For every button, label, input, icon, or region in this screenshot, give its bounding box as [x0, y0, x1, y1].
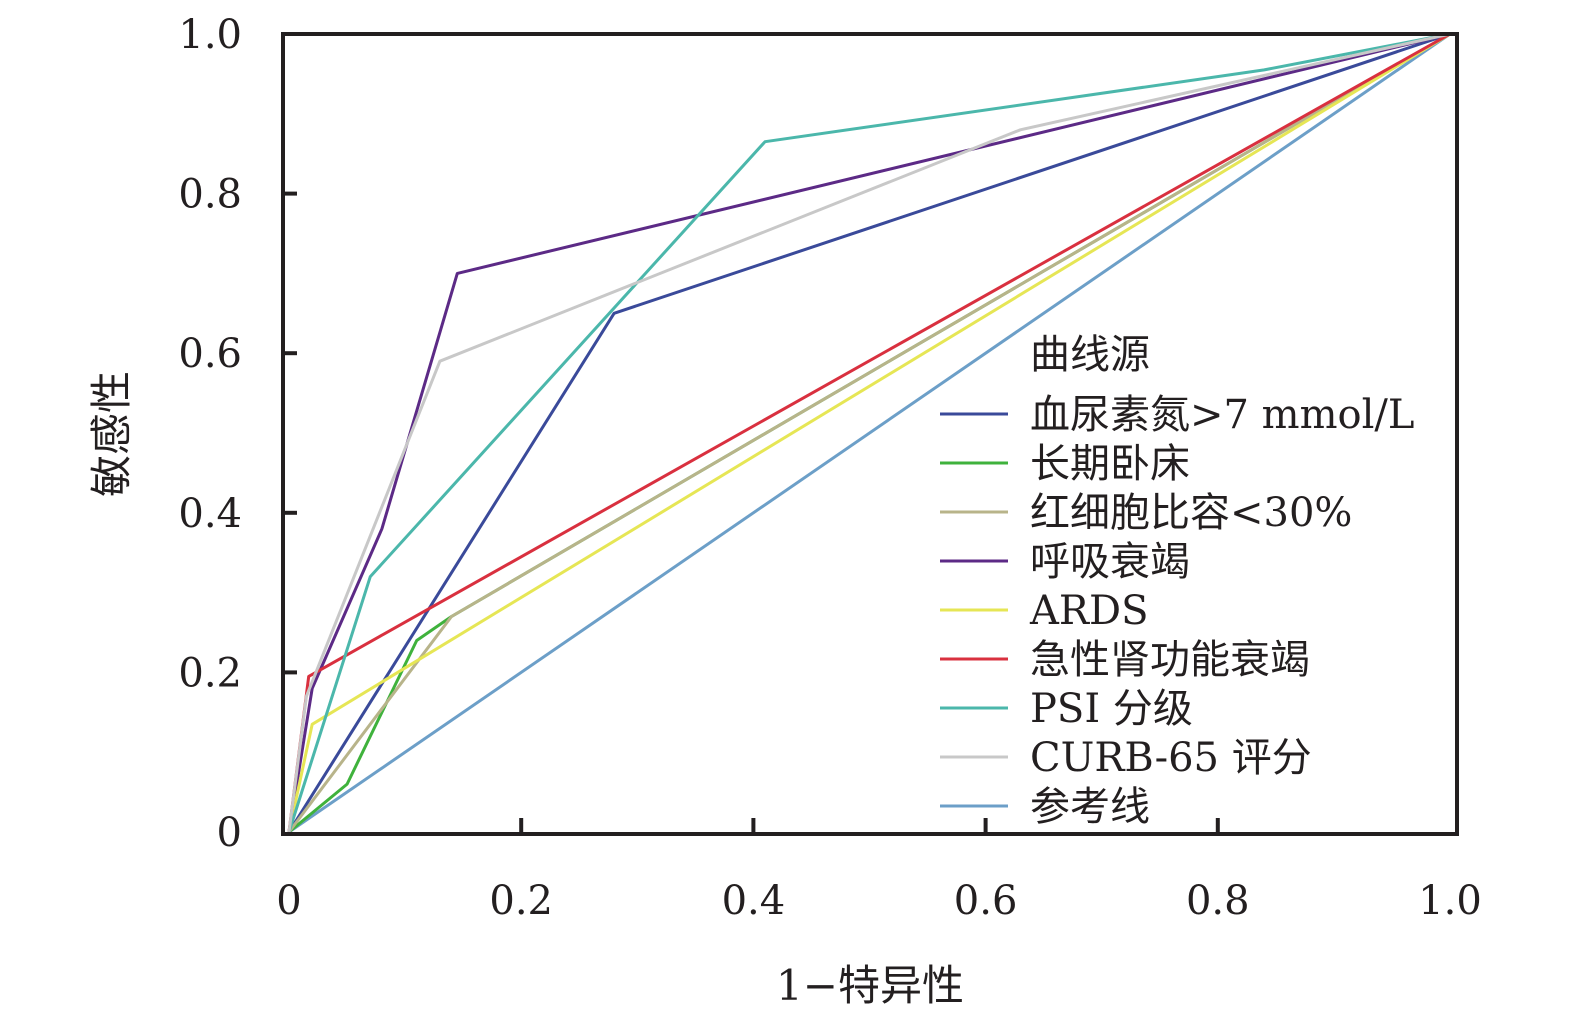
series-line-8: [287, 32, 1451, 833]
legend-item: 血尿素氮>7 mmol/L: [940, 392, 1414, 438]
y-tick-label: 0.8: [178, 172, 242, 218]
x-tick-label: 0.2: [489, 878, 553, 924]
legend-label: 血尿素氮>7 mmol/L: [1030, 392, 1414, 438]
x-tick-label: 1.0: [1418, 878, 1482, 924]
legend-item: PSI 分级: [940, 686, 1193, 732]
plot-lines: [287, 32, 1451, 834]
legend: 曲线源 血尿素氮>7 mmol/L长期卧床红细胞比容<30%呼吸衰竭ARDS急性…: [940, 332, 1414, 830]
legend-label: PSI 分级: [1030, 686, 1193, 732]
legend-label: 红细胞比容<30%: [1030, 490, 1352, 536]
x-tick-label: 0.6: [954, 878, 1018, 924]
series-line-9: [288, 32, 1451, 834]
legend-title: 曲线源: [1030, 332, 1150, 378]
legend-label: 参考线: [1030, 784, 1150, 830]
plot-frame: [281, 32, 1459, 836]
legend-item: CURB-65 评分: [940, 735, 1312, 781]
x-axis-title: 1−特异性: [776, 961, 964, 1010]
legend-label: ARDS: [1029, 588, 1148, 634]
series-line-4: [287, 32, 1451, 833]
x-axis-ticks: 0 0.2 0.4 0.6 0.8 1.0: [276, 818, 1482, 924]
legend-item: 呼吸衰竭: [940, 539, 1190, 585]
legend-label: CURB-65 评分: [1030, 735, 1312, 781]
legend-item: ARDS: [940, 588, 1148, 634]
series-line-3: [287, 32, 1451, 833]
y-tick-label: 0.2: [178, 650, 242, 696]
y-axis-ticks: 0 0.2 0.4 0.6 0.8 1.0: [178, 12, 297, 856]
series-line-7: [287, 32, 1451, 833]
x-tick-label: 0: [276, 878, 301, 924]
legend-item: 长期卧床: [940, 441, 1190, 487]
y-tick-label: 1.0: [178, 12, 242, 58]
series-line-1: [287, 32, 1451, 833]
y-tick-label: 0: [217, 810, 242, 856]
y-axis-title: 敏感性: [87, 371, 136, 497]
legend-label: 呼吸衰竭: [1030, 539, 1190, 585]
legend-item: 参考线: [940, 784, 1150, 830]
y-tick-label: 0.4: [178, 491, 242, 537]
legend-item: 红细胞比容<30%: [940, 490, 1352, 536]
y-tick-label: 0.6: [178, 331, 242, 377]
series-line-5: [287, 32, 1451, 833]
x-tick-label: 0.8: [1186, 878, 1250, 924]
legend-item: 急性肾功能衰竭: [940, 637, 1310, 683]
legend-label: 急性肾功能衰竭: [1030, 637, 1310, 683]
x-tick-label: 0.4: [722, 878, 786, 924]
legend-label: 长期卧床: [1030, 441, 1190, 487]
